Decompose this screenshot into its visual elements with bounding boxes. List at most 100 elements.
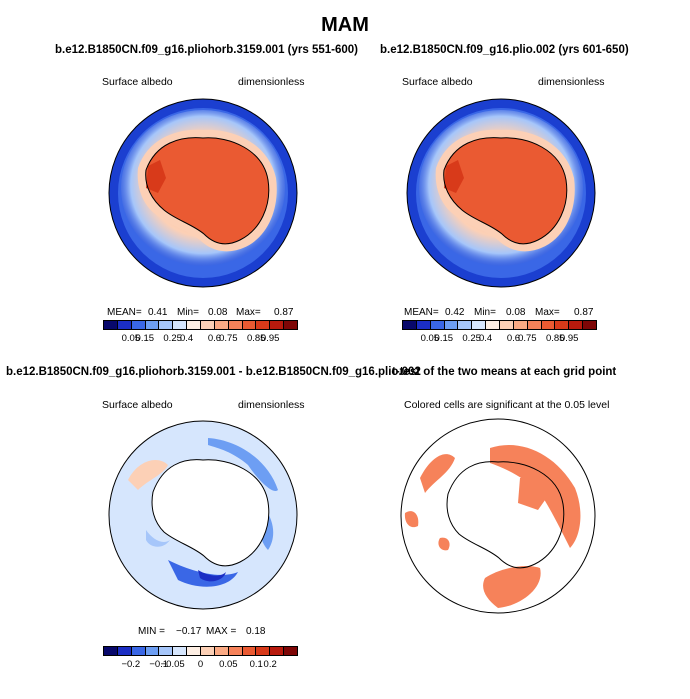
colorbar-bottom-left-swatch	[256, 647, 271, 655]
max-label-top-right: Max=	[535, 307, 560, 318]
albedo-map-top-right	[406, 98, 596, 288]
max-value-top-right: 0.87	[574, 307, 594, 318]
min-value-top-left: 0.08	[208, 307, 228, 318]
variable-label-top-left: Surface albedo	[102, 76, 173, 88]
colorbar-top-left-swatch	[256, 321, 271, 329]
panel-subtitle-bottom-right: Colored cells are significant at the 0.0…	[404, 399, 610, 411]
significance-map-bottom-right	[400, 418, 596, 614]
colorbar-top-left-tick-label: 0.25	[163, 333, 182, 344]
colorbar-top-left-swatch	[131, 321, 146, 329]
min-value-bottom-left: −0.17	[176, 626, 202, 637]
colorbar-ticks-bottom-left: −0.2 −0.1 −0.05 0 0.05 0.1 0.2	[103, 659, 298, 671]
colorbar-top-right-tick-label: 0.4	[478, 333, 493, 344]
colorbar-top-right-swatch	[472, 321, 487, 329]
colorbar-bottom-left-swatch	[173, 647, 188, 655]
colorbar-top-right-tick-label: 0.05	[420, 333, 440, 344]
mean-label-top-right: MEAN=	[404, 307, 439, 318]
mean-value-top-left: 0.41	[148, 307, 168, 318]
colorbar-top-right-swatch	[583, 321, 597, 329]
colorbar-bottom-left-tick-label: −0.05	[160, 659, 185, 670]
colorbar-top-right-swatch	[513, 321, 528, 329]
colorbar-top-right-swatch	[555, 321, 570, 329]
colorbar-bottom-left-tick-label: −0.1	[149, 659, 169, 670]
panel-title-bottom-right: t-test of the two means at each grid poi…	[392, 366, 617, 378]
colorbar-top-left-swatch	[284, 321, 298, 329]
colorbar-top-left-swatch	[159, 321, 174, 329]
colorbar-top-left-tick-label: 0.15	[135, 333, 155, 344]
colorbar-top-left-swatch	[187, 321, 202, 329]
colorbar-ticks-top-left: 0.05 0.15 0.25 0.4 0.6 0.75 0.85 0.95	[103, 333, 298, 345]
colorbar-top-right	[402, 320, 597, 330]
units-label-top-left: dimensionless	[238, 76, 305, 88]
panel-title-top-right: b.e12.B1850CN.f09_g16.plio.002 (yrs 601-…	[380, 44, 629, 56]
colorbar-bottom-left-swatch	[228, 647, 243, 655]
mean-value-top-right: 0.42	[445, 307, 465, 318]
colorbar-top-right-swatch	[430, 321, 445, 329]
colorbar-top-right-swatch	[569, 321, 584, 329]
variable-label-top-right: Surface albedo	[402, 76, 473, 88]
colorbar-top-right-swatch	[458, 321, 473, 329]
max-value-bottom-left: 0.18	[246, 626, 266, 637]
colorbar-top-left-swatch	[201, 321, 215, 329]
colorbar-top-left-tick-label: 0.75	[219, 333, 238, 344]
colorbar-top-right-swatch	[486, 321, 501, 329]
colorbar-top-left-swatch	[145, 321, 160, 329]
colorbar-bottom-left-swatch	[159, 647, 174, 655]
min-label-top-right: Min=	[474, 307, 496, 318]
colorbar-bottom-left-swatch	[104, 647, 118, 655]
colorbar-bottom-left-swatch	[270, 647, 285, 655]
colorbar-top-left-swatch	[270, 321, 285, 329]
colorbar-top-left-swatch	[117, 321, 132, 329]
colorbar-top-left-swatch	[242, 321, 257, 329]
colorbar-top-left-swatch	[228, 321, 243, 329]
variable-label-bottom-left: Surface albedo	[102, 399, 173, 411]
panel-title-top-left: b.e12.B1850CN.f09_g16.pliohorb.3159.001 …	[55, 44, 358, 56]
colorbar-top-left-swatch	[104, 321, 118, 329]
colorbar-bottom-left-tick-label: 0.05	[219, 659, 238, 670]
min-label-top-left: Min=	[177, 307, 199, 318]
colorbar-top-left-tick-label: 0.85	[246, 333, 266, 344]
figure-title: MAM	[321, 14, 369, 36]
units-label-bottom-left: dimensionless	[238, 399, 305, 411]
colorbar-top-right-swatch	[403, 321, 417, 329]
mean-label-top-left: MEAN=	[107, 307, 142, 318]
colorbar-bottom-left-tick-label: 0.1	[249, 659, 263, 670]
colorbar-top-left-swatch	[173, 321, 188, 329]
colorbar-bottom-left-tick-label: −0.2	[121, 659, 141, 670]
colorbar-top-right-swatch	[500, 321, 514, 329]
min-label-bottom-left: MIN =	[138, 626, 165, 637]
colorbar-top-left-tick-label: 0.4	[179, 333, 194, 344]
colorbar-top-left-tick-label: 0.6	[207, 333, 222, 344]
colorbar-top-left	[103, 320, 298, 330]
colorbar-bottom-left-swatch	[131, 647, 146, 655]
colorbar-top-right-swatch	[541, 321, 556, 329]
colorbar-top-right-tick-label: 0.6	[506, 333, 521, 344]
panel-title-bottom-left: b.e12.B1850CN.f09_g16.pliohorb.3159.001 …	[6, 366, 421, 378]
colorbar-top-right-swatch	[444, 321, 459, 329]
colorbar-top-right-tick-label: 0.95	[559, 333, 579, 344]
colorbar-top-right-swatch	[527, 321, 542, 329]
min-value-top-right: 0.08	[506, 307, 526, 318]
colorbar-top-right-tick-label: 0.15	[434, 333, 454, 344]
colorbar-top-left-tick-label: 0.95	[260, 333, 280, 344]
max-label-top-left: Max=	[236, 307, 261, 318]
colorbar-bottom-left-swatch	[242, 647, 257, 655]
units-label-top-right: dimensionless	[538, 76, 605, 88]
colorbar-bottom-left-swatch	[145, 647, 160, 655]
colorbar-bottom-left-swatch	[201, 647, 215, 655]
colorbar-bottom-left-swatch	[117, 647, 132, 655]
colorbar-ticks-top-right: 0.05 0.15 0.25 0.4 0.6 0.75 0.85 0.95	[402, 333, 597, 345]
colorbar-bottom-left-tick-label: 0	[197, 659, 204, 670]
colorbar-top-right-tick-label: 0.85	[545, 333, 565, 344]
albedo-map-top-left	[108, 98, 298, 288]
colorbar-top-right-tick-label: 0.75	[518, 333, 537, 344]
colorbar-bottom-left-swatch	[214, 647, 229, 655]
colorbar-bottom-left-swatch	[284, 647, 298, 655]
colorbar-top-left-swatch	[214, 321, 229, 329]
colorbar-top-left-tick-label: 0.05	[121, 333, 141, 344]
colorbar-top-right-swatch	[416, 321, 431, 329]
colorbar-top-right-tick-label: 0.25	[462, 333, 481, 344]
max-value-top-left: 0.87	[274, 307, 294, 318]
colorbar-bottom-left-swatch	[187, 647, 202, 655]
max-label-bottom-left: MAX =	[206, 626, 237, 637]
